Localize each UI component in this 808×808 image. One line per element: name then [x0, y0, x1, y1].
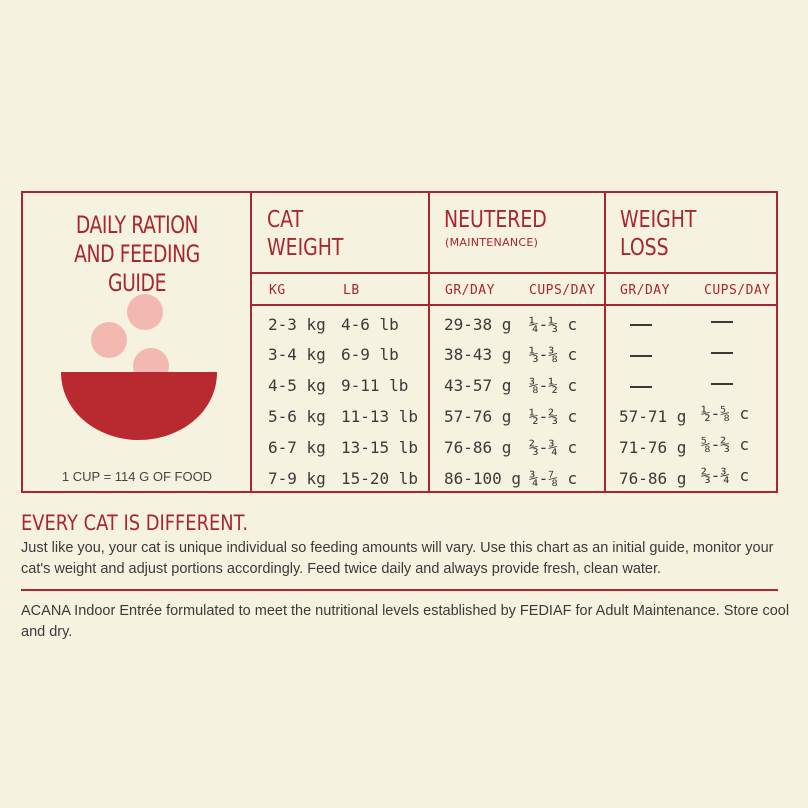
section-divider [21, 589, 778, 591]
table-cell-neutered-cups: ½-⅔ c [529, 407, 578, 426]
kibble-icon [127, 294, 163, 330]
table-cell-lb: 9-11 lb [341, 376, 409, 395]
table-cell-neutered-grams: 38-43 g [444, 345, 512, 364]
loss-grams-label: GR/DAY [620, 283, 670, 298]
column-divider [250, 193, 252, 491]
kibble-icon [91, 322, 127, 358]
notice-body: Just like you, your cat is unique indivi… [21, 540, 774, 577]
table-cell-neutered-grams: 57-76 g [444, 407, 512, 426]
lb-label: LB [343, 283, 360, 298]
empty-dash [630, 324, 652, 326]
empty-dash [711, 383, 733, 385]
notice-title: EVERY CAT IS DIFFERENT. [21, 511, 249, 535]
table-cell-lb: 15-20 lb [341, 469, 419, 488]
empty-dash [630, 355, 652, 357]
column-divider [604, 193, 606, 491]
table-cell-neutered-cups: ⅓-⅜ c [529, 345, 578, 364]
table-cell-lb: 11-13 lb [341, 407, 419, 426]
table-cell-kg: 2-3 kg [268, 315, 326, 334]
neutered-header: NEUTERED [444, 207, 547, 233]
table-cell-neutered-grams: 43-57 g [444, 376, 512, 395]
table-cell-neutered-grams: 29-38 g [444, 315, 512, 334]
table-cell-loss-cups: ½-⅝ c [701, 404, 750, 423]
table-cell-kg: 3-4 kg [268, 345, 326, 364]
table-cell-neutered-cups: ⅔-¾ c [529, 438, 578, 457]
guide-title: DAILY RATION AND FEEDING GUIDE [74, 211, 200, 297]
row-divider [251, 272, 776, 274]
cat-weight-header: CAT WEIGHT [267, 207, 344, 261]
bowl-shape [61, 372, 217, 440]
table-cell-lb: 6-9 lb [341, 345, 399, 364]
neutered-subheader: (MAINTENANCE) [445, 236, 539, 249]
table-cell-neutered-cups: ⅜-½ c [529, 376, 578, 395]
neutered-cups-label: CUPS/DAY [529, 283, 596, 298]
feeding-guide-table: DAILY RATION AND FEEDING GUIDE 1 CUP = 1… [21, 191, 778, 493]
table-cell-kg: 5-6 kg [268, 407, 326, 426]
table-cell-kg: 4-5 kg [268, 376, 326, 395]
loss-cups-label: CUPS/DAY [704, 283, 771, 298]
table-cell-lb: 13-15 lb [341, 438, 419, 457]
table-cell-loss-cups: ⅝-⅔ c [701, 435, 750, 454]
row-divider [251, 304, 776, 306]
empty-dash [630, 386, 652, 388]
table-cell-kg: 7-9 kg [268, 469, 326, 488]
kg-label: KG [269, 283, 286, 298]
footer-text: ACANA Indoor Entrée formulated to meet t… [21, 603, 790, 640]
empty-dash [711, 352, 733, 354]
table-cell-loss-grams: 71-76 g [619, 438, 687, 457]
column-divider [428, 193, 430, 491]
table-cell-neutered-grams: 86-100 g [444, 469, 522, 488]
table-cell-neutered-cups: ¾-⅞ c [529, 469, 578, 488]
weight-loss-header: WEIGHT LOSS [620, 207, 697, 261]
table-cell-lb: 4-6 lb [341, 315, 399, 334]
table-cell-kg: 6-7 kg [268, 438, 326, 457]
table-cell-neutered-grams: 76-86 g [444, 438, 512, 457]
empty-dash [711, 321, 733, 323]
table-cell-neutered-cups: ¼-⅓ c [529, 315, 578, 334]
food-bowl-icon [61, 294, 217, 440]
neutered-grams-label: GR/DAY [445, 283, 495, 298]
table-cell-loss-grams: 76-86 g [619, 469, 687, 488]
table-cell-loss-grams: 57-71 g [619, 407, 687, 426]
cup-conversion-note: 1 CUP = 114 G OF FOOD [61, 469, 213, 484]
table-cell-loss-cups: ⅔-¾ c [701, 466, 750, 485]
